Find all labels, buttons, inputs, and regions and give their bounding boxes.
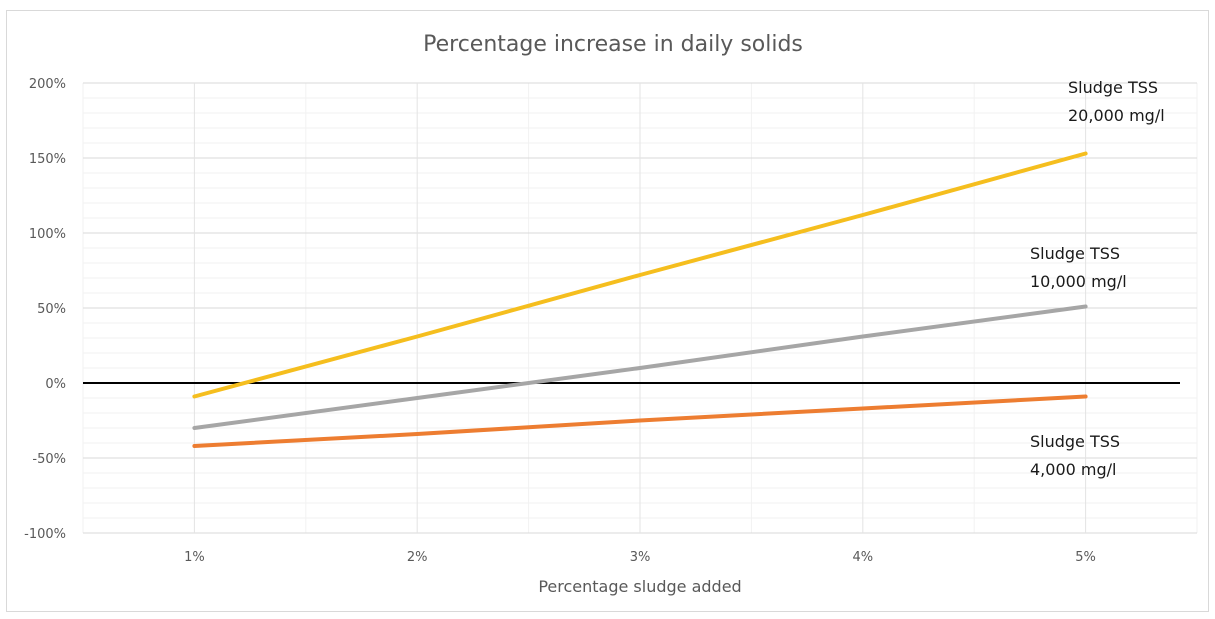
y-tick-label: 50% bbox=[37, 302, 66, 317]
y-tick-label: -100% bbox=[24, 527, 66, 542]
y-tick-label: -50% bbox=[32, 452, 66, 467]
x-tick-label: 5% bbox=[1075, 550, 1096, 565]
series-annotation-3: Sludge TSS bbox=[1030, 432, 1120, 451]
series-annotation-2: Sludge TSS bbox=[1030, 244, 1120, 263]
series-annotations: Sludge TSS 20,000 mg/l Sludge TSS 10,000 mg… bbox=[1030, 78, 1165, 479]
y-axis-tick-labels: -100% -50% 0% 50% 100% 150% 200% bbox=[24, 77, 66, 542]
series-annotation-1: Sludge TSS bbox=[1068, 78, 1158, 97]
y-tick-label: 200% bbox=[29, 77, 66, 92]
chart-frame bbox=[6, 10, 1209, 612]
series-line-2 bbox=[192, 304, 1088, 430]
y-tick-label: 150% bbox=[29, 152, 66, 167]
chart-title: Percentage increase in daily solids bbox=[423, 32, 803, 57]
x-tick-label: 4% bbox=[852, 550, 873, 565]
x-tick-label: 1% bbox=[184, 550, 205, 565]
y-tick-label: 0% bbox=[45, 377, 66, 392]
series-line-1 bbox=[192, 151, 1088, 399]
x-tick-label: 2% bbox=[407, 550, 428, 565]
series-line-3 bbox=[192, 394, 1088, 448]
series-lines bbox=[192, 151, 1088, 448]
series-annotation-2: 10,000 mg/l bbox=[1030, 272, 1127, 291]
x-axis-tick-labels: 1% 2% 3% 4% 5% bbox=[184, 550, 1096, 565]
series-annotation-3: 4,000 mg/l bbox=[1030, 460, 1116, 479]
series-annotation-1: 20,000 mg/l bbox=[1068, 106, 1165, 125]
x-axis-title: Percentage sludge added bbox=[538, 577, 741, 596]
y-tick-label: 100% bbox=[29, 227, 66, 242]
x-tick-label: 3% bbox=[630, 550, 651, 565]
